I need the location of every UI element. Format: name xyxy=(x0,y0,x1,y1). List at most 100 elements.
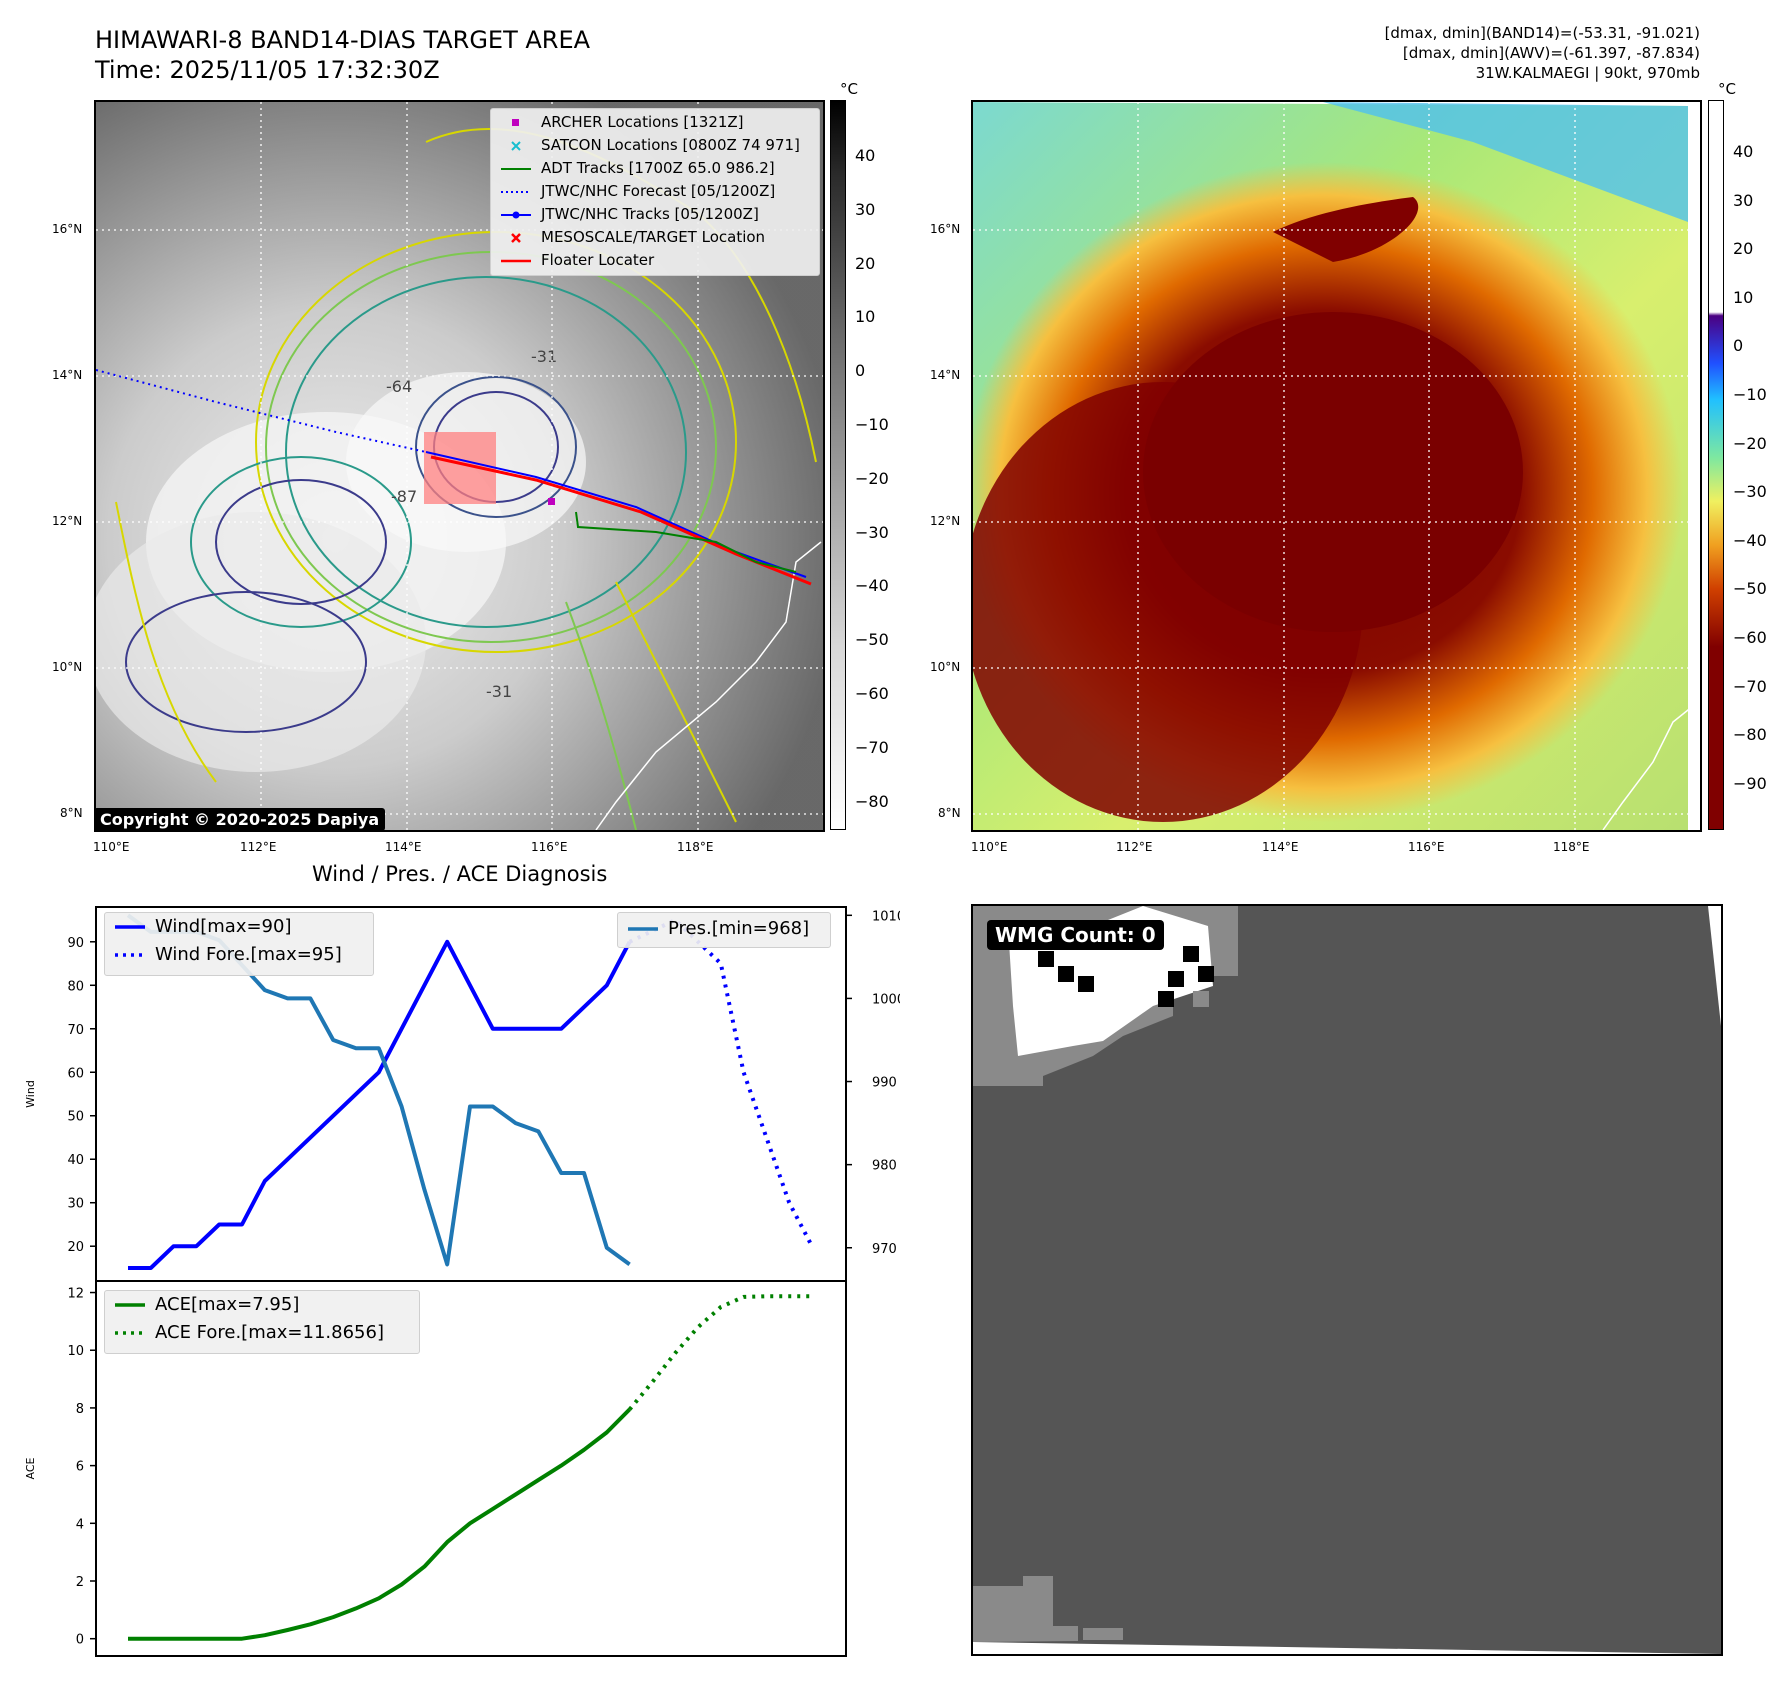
ir-colorbar-tick: −50 xyxy=(855,630,889,650)
lon-tick: 114°E xyxy=(385,840,422,854)
wind-forecast-line xyxy=(628,918,814,1248)
legend-label: ADT Tracks [1700Z 65.0 986.2] xyxy=(541,159,775,177)
awv-colorbar-tick: −80 xyxy=(1733,725,1767,745)
contour-label: -64 xyxy=(386,377,412,396)
wind-tick-label: 60 xyxy=(67,1066,84,1081)
legend-item-pressure: Pres.[min=968] xyxy=(618,913,830,945)
ace-forecast-line xyxy=(628,1294,812,1411)
legend-label: ACE[max=7.95] xyxy=(155,1294,300,1315)
ir-colorbar-tick: 20 xyxy=(855,253,876,273)
pressure-legend: Pres.[min=968] xyxy=(617,912,831,948)
contour-label: -31 xyxy=(531,347,557,366)
awv-colorbar-tick: −60 xyxy=(1733,628,1767,647)
pressure-tick-label: 1000 xyxy=(872,992,900,1007)
awv-colorbar-tick: −10 xyxy=(1733,385,1767,404)
figure-timestamp: Time: 2025/11/05 17:32:30Z xyxy=(95,56,440,84)
line-marker-icon xyxy=(499,249,533,272)
dotted-line-icon xyxy=(113,1319,147,1342)
ace-series-line xyxy=(128,1407,632,1641)
solid-line-icon xyxy=(113,1291,147,1314)
pressure-tick-label: 1010 xyxy=(872,909,900,924)
awv-colorbar-tick: 40 xyxy=(1733,142,1754,161)
legend-label: JTWC/NHC Tracks [05/1200Z] xyxy=(541,205,759,223)
legend-item-mesoscale: MESOSCALE/TARGET Location xyxy=(491,226,819,249)
wmg-count-label: WMG Count: 0 xyxy=(987,920,1164,950)
legend-item-wind: Wind[max=90] xyxy=(105,913,373,941)
legend-label: ACE Fore.[max=11.8656] xyxy=(155,1322,384,1343)
ir-colorbar-tick: −20 xyxy=(855,468,889,488)
lat-tick: 12°N xyxy=(52,514,83,528)
lon-tick: 112°E xyxy=(240,840,277,854)
pressure-tick-label: 970 xyxy=(872,1242,897,1257)
ace-tick-label: 10 xyxy=(67,1344,84,1359)
legend-label: Floater Locater xyxy=(541,251,655,269)
lon-tick: 110°E xyxy=(93,840,130,854)
wind-tick-label: 50 xyxy=(67,1110,84,1125)
ace-tick-label: 8 xyxy=(76,1402,84,1417)
wmg-panel: WMG Count: 0 xyxy=(971,904,1723,1656)
legend-label: MESOSCALE/TARGET Location xyxy=(541,228,766,246)
copyright-label: Copyright © 2020-2025 Dapiya xyxy=(96,808,386,830)
awv-colorbar-tick: 10 xyxy=(1733,287,1754,307)
ir-colorbar-tick: 40 xyxy=(855,146,876,165)
lon-tick: 114°E xyxy=(1262,840,1299,854)
wind-tick-label: 20 xyxy=(67,1240,84,1255)
contour-label: -31 xyxy=(486,682,512,701)
legend-item-satcon: SATCON Locations [0800Z 74 971] xyxy=(491,134,819,157)
lon-tick: 116°E xyxy=(531,840,568,854)
x-marker-icon xyxy=(499,134,533,157)
awv-colorbar-unit: °C xyxy=(1718,80,1736,98)
solid-line-icon xyxy=(113,913,147,936)
wind-series-line xyxy=(128,939,632,1270)
band14-range: [dmax, dmin](BAND14)=(-53.31, -91.021) xyxy=(1384,24,1700,42)
contour-label: -87 xyxy=(391,487,417,506)
lon-tick: 118°E xyxy=(677,840,714,854)
awv-colorbar-tick: 20 xyxy=(1733,239,1754,259)
ace-tick-label: 12 xyxy=(67,1287,84,1302)
ir-map-legend: ARCHER Locations [1321Z] SATCON Location… xyxy=(490,108,820,276)
ir-map-panel: -87 -64 -31 -31 ARCHER Lo xyxy=(94,100,825,832)
lat-tick: 14°N xyxy=(930,368,961,382)
line-dot-icon xyxy=(499,203,533,226)
lat-tick: 16°N xyxy=(52,222,83,236)
storm-info: 31W.KALMAEGI | 90kt, 970mb xyxy=(1475,64,1700,82)
lat-tick: 10°N xyxy=(52,660,83,674)
ir-colorbar xyxy=(830,100,846,830)
lon-tick: 110°E xyxy=(971,840,1008,854)
figure-title: HIMAWARI-8 BAND14-DIAS TARGET AREA xyxy=(95,26,591,54)
legend-label: JTWC/NHC Forecast [05/1200Z] xyxy=(541,182,776,200)
legend-item-ace: ACE[max=7.95] xyxy=(105,1291,419,1319)
lon-tick: 112°E xyxy=(1116,840,1153,854)
pressure-tick-label: 990 xyxy=(872,1076,897,1091)
solid-line-icon xyxy=(626,913,660,936)
lat-tick: 8°N xyxy=(938,806,961,820)
ir-colorbar-tick: −80 xyxy=(855,791,889,811)
legend-item-tracks: JTWC/NHC Tracks [05/1200Z] xyxy=(491,203,819,226)
ir-colorbar-tick: −70 xyxy=(855,737,889,757)
square-marker-icon xyxy=(499,111,533,134)
legend-item-forecast: JTWC/NHC Forecast [05/1200Z] xyxy=(491,180,819,203)
lon-tick: 118°E xyxy=(1553,840,1590,854)
awv-map-image xyxy=(973,102,1700,830)
ace-legend: ACE[max=7.95] ACE Fore.[max=11.8656] xyxy=(104,1290,420,1354)
ace-tick-label: 6 xyxy=(76,1460,84,1475)
ace-tick-label: 4 xyxy=(76,1517,84,1532)
lat-tick: 8°N xyxy=(60,806,83,820)
ir-colorbar-tick: −60 xyxy=(855,684,889,703)
legend-item-ace-forecast: ACE Fore.[max=11.8656] xyxy=(105,1319,419,1347)
dotted-line-icon xyxy=(113,941,147,964)
ace-tick-label: 0 xyxy=(76,1633,84,1648)
awv-colorbar-tick: 0 xyxy=(1733,336,1744,356)
ace-tick-label: 2 xyxy=(76,1575,84,1590)
dotted-line-icon xyxy=(499,180,533,203)
ace-axes: 0 2 4 6 8 10 12 ACE xyxy=(24,1280,847,1657)
lat-tick: 16°N xyxy=(930,222,961,236)
legend-item-wind-forecast: Wind Fore.[max=95] xyxy=(105,941,373,969)
wind-tick-label: 70 xyxy=(67,1023,84,1038)
diagnosis-title: Wind / Pres. / ACE Diagnosis xyxy=(312,862,608,886)
ir-colorbar-unit: °C xyxy=(840,80,858,98)
wind-legend: Wind[max=90] Wind Fore.[max=95] xyxy=(104,912,374,976)
awv-colorbar xyxy=(1708,100,1724,830)
pressure-tick-label: 980 xyxy=(872,1159,897,1174)
ir-colorbar-tick: −30 xyxy=(855,522,889,542)
